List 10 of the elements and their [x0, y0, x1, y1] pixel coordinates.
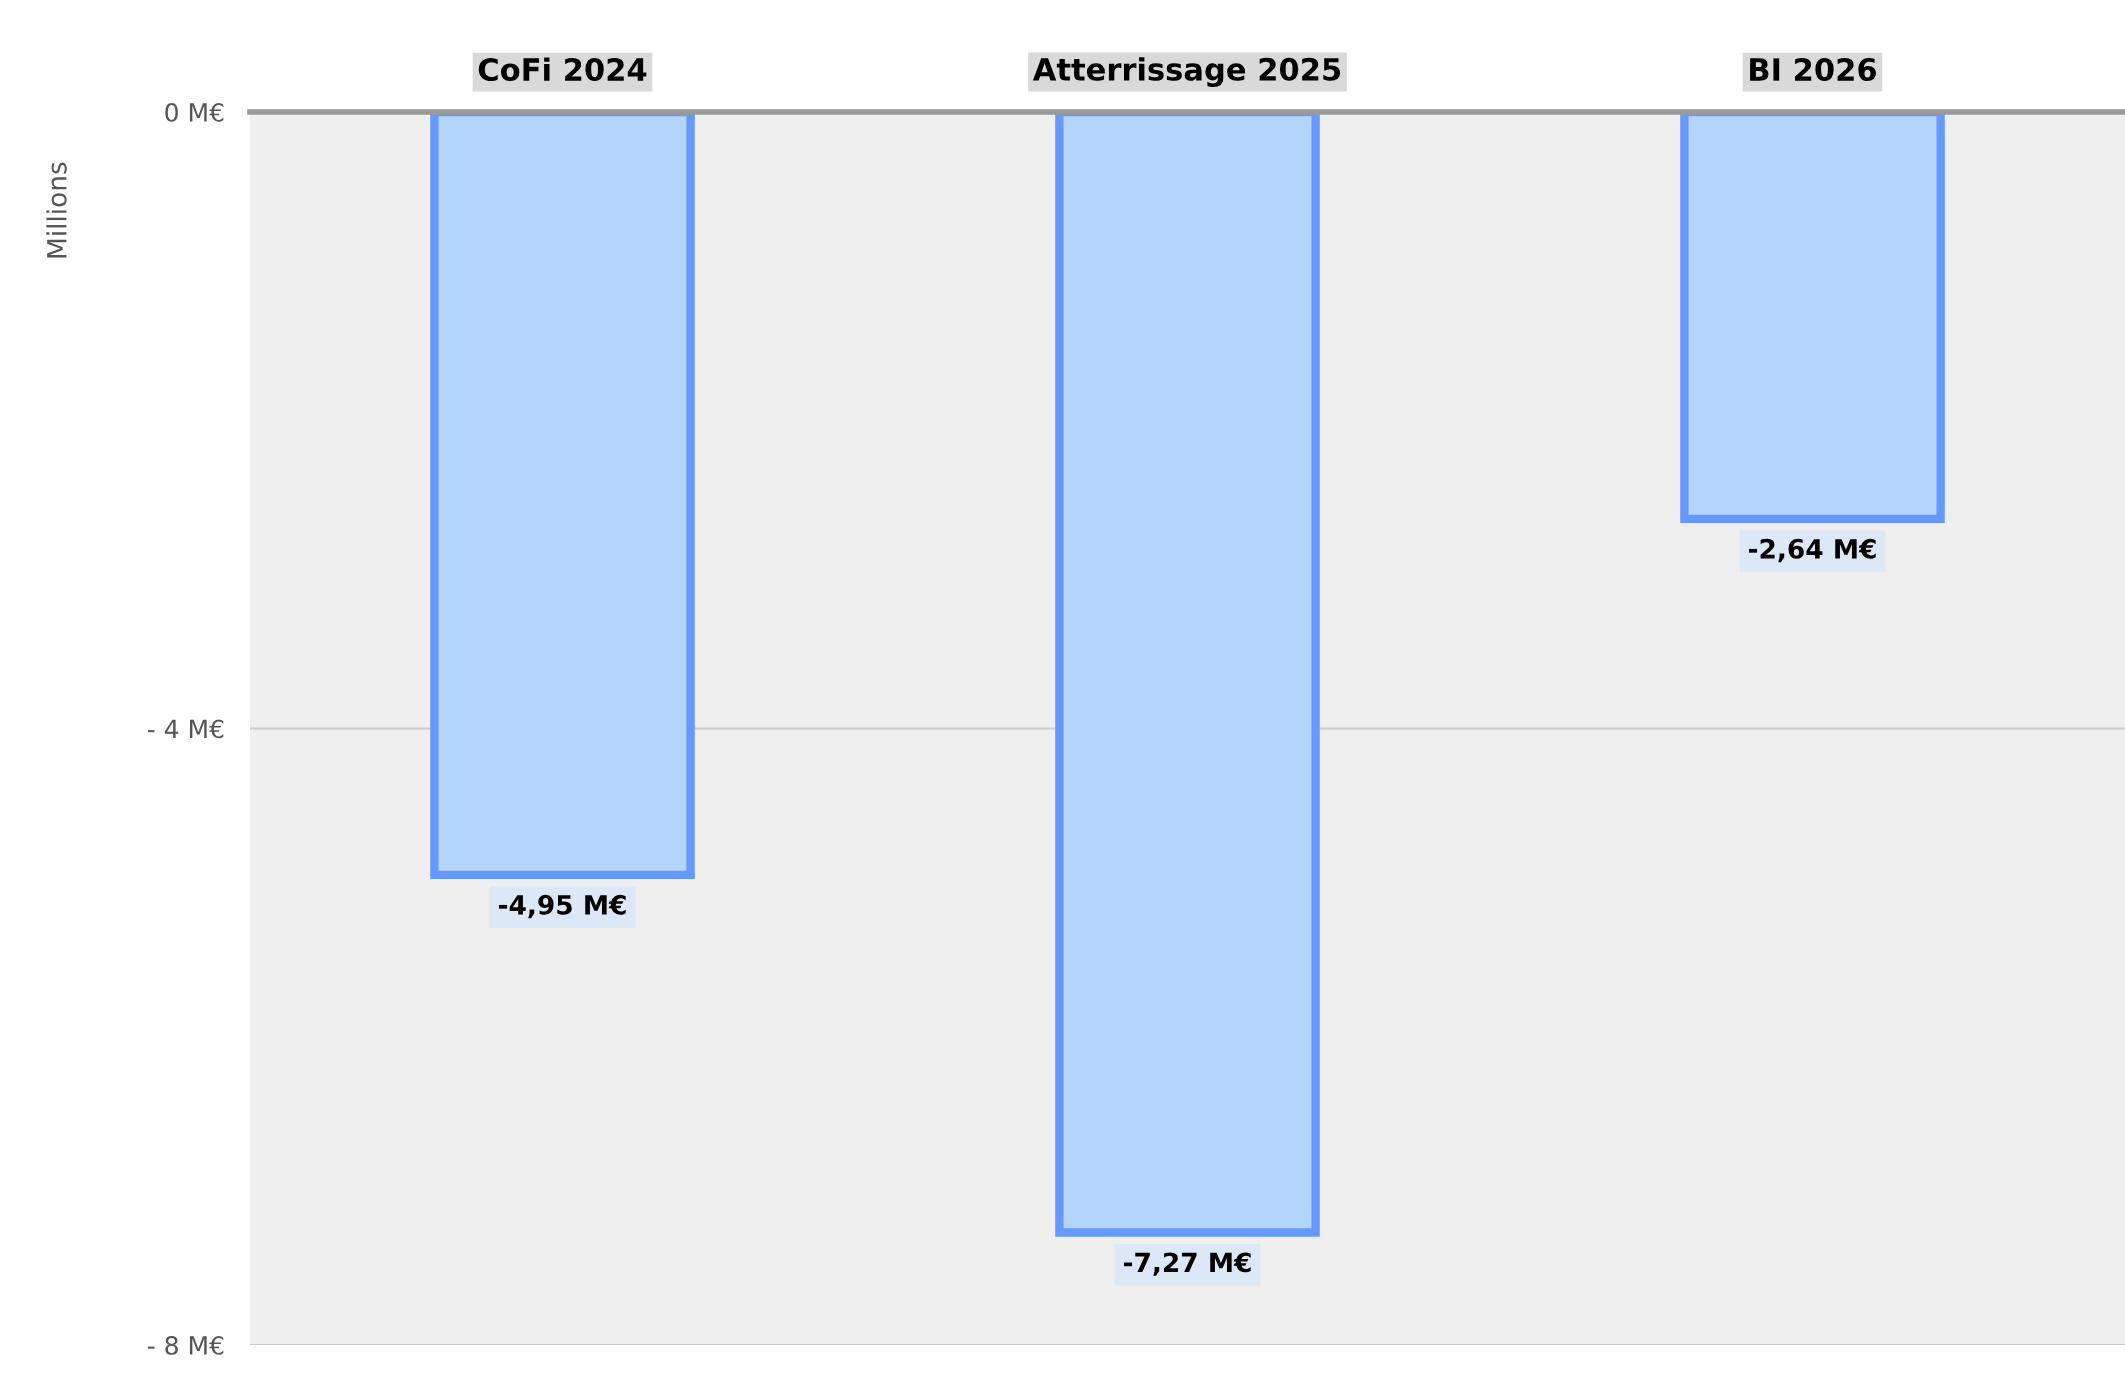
x-tick-label: CoFi 2024 [478, 57, 647, 82]
x-tick-label: BI 2026 [1750, 57, 1877, 82]
y-axis-title: Millions [46, 162, 67, 258]
data-label: -4,95 M€ [499, 894, 626, 919]
y-tick-label: - 8 M€ [147, 1335, 224, 1355]
x-tick-label: Atterrissage 2025 [1032, 57, 1341, 87]
y-tick-label: 0 M€ [165, 102, 224, 122]
data-label: -7,27 M€ [1124, 1252, 1251, 1276]
y-tick-label: - 4 M€ [147, 719, 224, 739]
data-label: -2,64 M€ [1749, 538, 1876, 563]
